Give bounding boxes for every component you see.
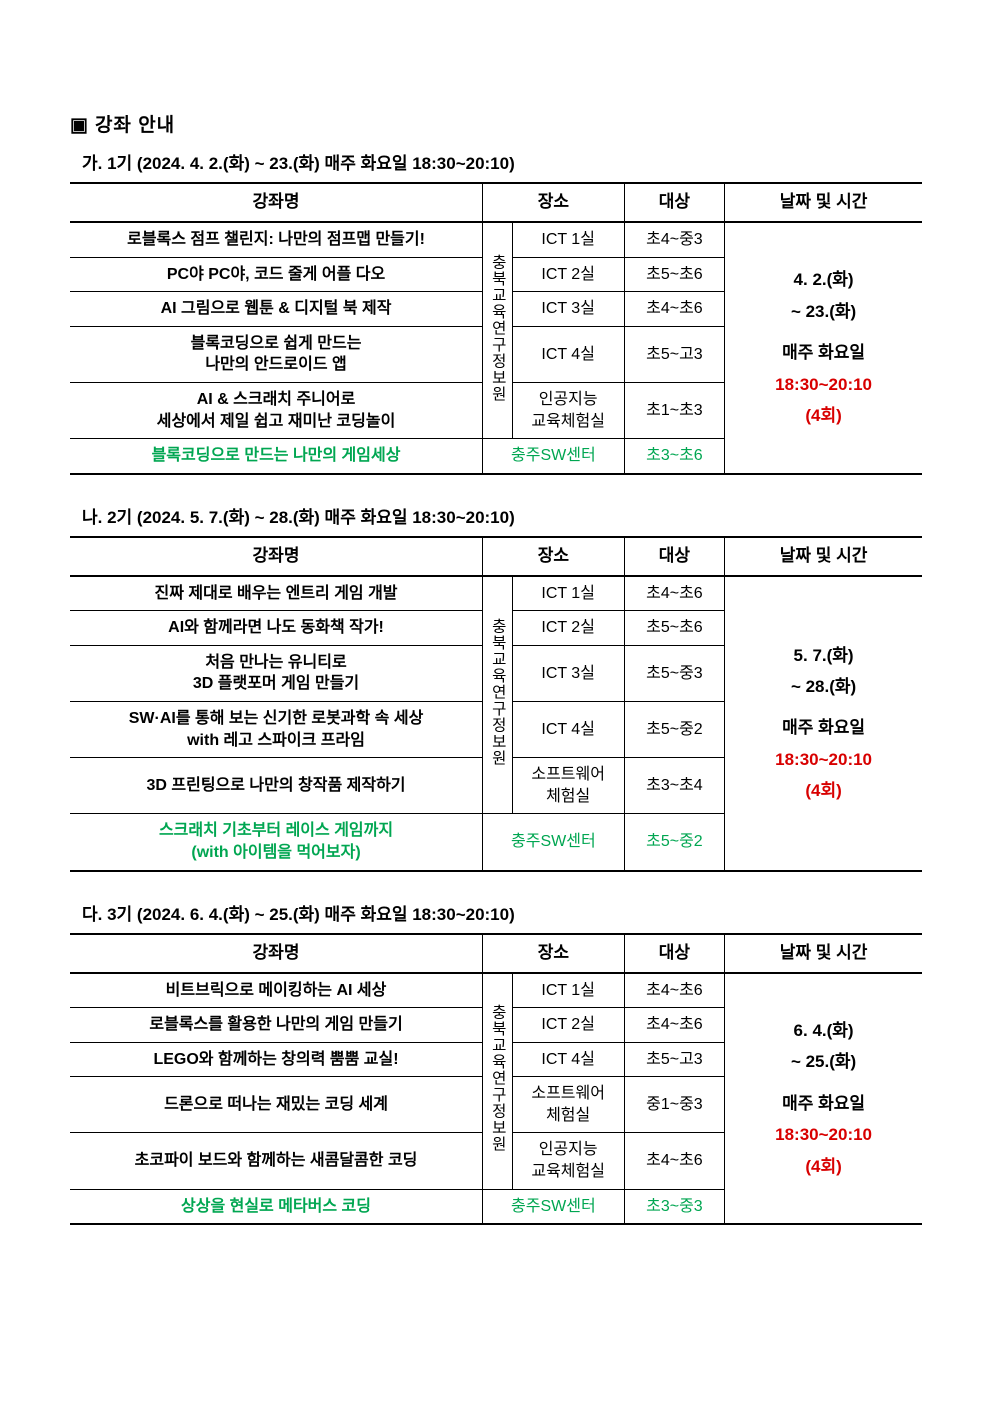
room-cell: ICT 4실: [512, 1042, 624, 1077]
table-row: 비트브릭으로 메이킹하는 AI 세상충북교육연구정보원ICT 1실초4~초66.…: [70, 973, 922, 1008]
course-name: AI와 함께라면 나도 동화책 작가!: [70, 611, 483, 646]
room-cell: ICT 3실: [512, 645, 624, 701]
location-vertical: 충북교육연구정보원: [483, 576, 513, 814]
bullet-icon: ▣: [70, 114, 89, 137]
room-cell: 인공지능교육체험실: [512, 1133, 624, 1189]
target-cell: 초4~초6: [624, 1133, 724, 1189]
course-table: 강좌명 장소 대상 날짜 및 시간 진짜 제대로 배우는 엔트리 게임 개발충북…: [70, 536, 922, 872]
course-name: 드론으로 떠나는 재밌는 코딩 세계: [70, 1077, 483, 1133]
course-name: 초코파이 보드와 함께하는 새콤달콤한 코딩: [70, 1133, 483, 1189]
room-cell: ICT 1실: [512, 222, 624, 257]
course-name: AI 그림으로 웹툰 & 디지털 북 제작: [70, 292, 483, 327]
th-loc: 장소: [483, 183, 625, 222]
location-merged: 충주SW센터: [483, 814, 625, 871]
room-cell: ICT 1실: [512, 576, 624, 611]
th-target: 대상: [624, 183, 724, 222]
target-cell: 초3~초6: [624, 439, 724, 474]
room-cell: ICT 4실: [512, 702, 624, 758]
course-name: 블록코딩으로 만드는 나만의 게임세상: [70, 439, 483, 474]
term-subtitle: 다. 3기 (2024. 6. 4.(화) ~ 25.(화) 매주 화요일 18…: [82, 900, 922, 925]
room-cell: 인공지능교육체험실: [512, 382, 624, 438]
course-name: 처음 만나는 유니티로3D 플랫포머 게임 만들기: [70, 645, 483, 701]
room-cell: ICT 3실: [512, 292, 624, 327]
room-cell: ICT 2실: [512, 1008, 624, 1043]
table-row: 로블록스 점프 챌린지: 나만의 점프맵 만들기!충북교육연구정보원ICT 1실…: [70, 222, 922, 257]
course-table: 강좌명 장소 대상 날짜 및 시간 비트브릭으로 메이킹하는 AI 세상충북교육…: [70, 933, 922, 1226]
target-cell: 초5~고3: [624, 1042, 724, 1077]
target-cell: 초5~고3: [624, 326, 724, 382]
course-name: 진짜 제대로 배우는 엔트리 게임 개발: [70, 576, 483, 611]
th-loc: 장소: [483, 934, 625, 973]
room-cell: 소프트웨어체험실: [512, 1077, 624, 1133]
schedule-cell: 5. 7.(화)~ 28.(화)매주 화요일18:30~20:10(4회): [725, 576, 922, 871]
course-name: AI & 스크래치 주니어로세상에서 제일 쉽고 재미난 코딩놀이: [70, 382, 483, 438]
course-name: 스크래치 기초부터 레이스 게임까지(with 아이템을 먹어보자): [70, 814, 483, 871]
th-name: 강좌명: [70, 537, 483, 576]
term-subtitle: 나. 2기 (2024. 5. 7.(화) ~ 28.(화) 매주 화요일 18…: [82, 503, 922, 528]
target-cell: 초4~초6: [624, 292, 724, 327]
target-cell: 초3~중3: [624, 1189, 724, 1224]
course-table: 강좌명 장소 대상 날짜 및 시간 로블록스 점프 챌린지: 나만의 점프맵 만…: [70, 182, 922, 475]
table-row: 진짜 제대로 배우는 엔트리 게임 개발충북교육연구정보원ICT 1실초4~초6…: [70, 576, 922, 611]
location-merged: 충주SW센터: [483, 1189, 625, 1224]
page-title: ▣ 강좌 안내: [70, 110, 922, 137]
target-cell: 초4~초6: [624, 973, 724, 1008]
course-name: 3D 프린팅으로 나만의 창작품 제작하기: [70, 758, 483, 814]
room-cell: ICT 2실: [512, 611, 624, 646]
course-name: 로블록스를 활용한 나만의 게임 만들기: [70, 1008, 483, 1043]
room-cell: 소프트웨어체험실: [512, 758, 624, 814]
term-subtitle: 가. 1기 (2024. 4. 2.(화) ~ 23.(화) 매주 화요일 18…: [82, 149, 922, 174]
course-name: 로블록스 점프 챌린지: 나만의 점프맵 만들기!: [70, 222, 483, 257]
target-cell: 초1~초3: [624, 382, 724, 438]
target-cell: 중1~중3: [624, 1077, 724, 1133]
location-vertical: 충북교육연구정보원: [483, 973, 513, 1190]
course-name: 블록코딩으로 쉽게 만드는나만의 안드로이드 앱: [70, 326, 483, 382]
th-time: 날짜 및 시간: [725, 537, 922, 576]
schedule-cell: 6. 4.(화)~ 25.(화)매주 화요일18:30~20:10(4회): [725, 973, 922, 1225]
course-name: SW·AI를 통해 보는 신기한 로봇과학 속 세상with 레고 스파이크 프…: [70, 702, 483, 758]
course-name: PC야 PC야, 코드 줄게 어플 다오: [70, 257, 483, 292]
room-cell: ICT 4실: [512, 326, 624, 382]
target-cell: 초4~초6: [624, 1008, 724, 1043]
th-loc: 장소: [483, 537, 625, 576]
target-cell: 초3~초4: [624, 758, 724, 814]
location-merged: 충주SW센터: [483, 439, 625, 474]
target-cell: 초5~초6: [624, 611, 724, 646]
target-cell: 초5~중2: [624, 702, 724, 758]
target-cell: 초4~초6: [624, 576, 724, 611]
room-cell: ICT 2실: [512, 257, 624, 292]
th-target: 대상: [624, 537, 724, 576]
th-target: 대상: [624, 934, 724, 973]
target-cell: 초5~중3: [624, 645, 724, 701]
title-text: 강좌 안내: [95, 115, 175, 136]
course-name: 상상을 현실로 메타버스 코딩: [70, 1189, 483, 1224]
th-time: 날짜 및 시간: [725, 183, 922, 222]
location-vertical: 충북교육연구정보원: [483, 222, 513, 439]
target-cell: 초5~중2: [624, 814, 724, 871]
target-cell: 초5~초6: [624, 257, 724, 292]
course-name: LEGO와 함께하는 창의력 뿜뿜 교실!: [70, 1042, 483, 1077]
room-cell: ICT 1실: [512, 973, 624, 1008]
th-time: 날짜 및 시간: [725, 934, 922, 973]
schedule-cell: 4. 2.(화)~ 23.(화)매주 화요일18:30~20:10(4회): [725, 222, 922, 474]
target-cell: 초4~중3: [624, 222, 724, 257]
th-name: 강좌명: [70, 183, 483, 222]
course-name: 비트브릭으로 메이킹하는 AI 세상: [70, 973, 483, 1008]
th-name: 강좌명: [70, 934, 483, 973]
